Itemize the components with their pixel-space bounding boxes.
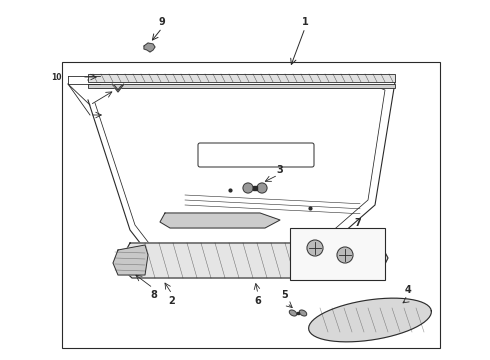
Circle shape xyxy=(257,183,267,193)
Text: 5: 5 xyxy=(282,290,289,300)
Text: 6: 6 xyxy=(255,296,261,306)
Polygon shape xyxy=(144,43,155,52)
Polygon shape xyxy=(113,245,148,275)
Polygon shape xyxy=(118,243,388,278)
Ellipse shape xyxy=(299,310,307,316)
Circle shape xyxy=(337,247,353,263)
Circle shape xyxy=(243,183,253,193)
Bar xyxy=(62,62,440,348)
Bar xyxy=(290,228,385,280)
Polygon shape xyxy=(88,84,395,88)
Text: 7: 7 xyxy=(355,218,362,228)
Text: 10: 10 xyxy=(51,73,62,82)
Polygon shape xyxy=(112,84,124,92)
Circle shape xyxy=(307,240,323,256)
Polygon shape xyxy=(160,213,280,228)
Polygon shape xyxy=(309,298,431,342)
Text: 3: 3 xyxy=(277,165,283,175)
Text: 8: 8 xyxy=(150,290,157,300)
Text: 1: 1 xyxy=(302,17,308,27)
Text: 9: 9 xyxy=(159,17,166,27)
Ellipse shape xyxy=(289,310,296,316)
Polygon shape xyxy=(88,74,395,82)
Text: 2: 2 xyxy=(169,296,175,306)
Text: 4: 4 xyxy=(405,285,412,295)
